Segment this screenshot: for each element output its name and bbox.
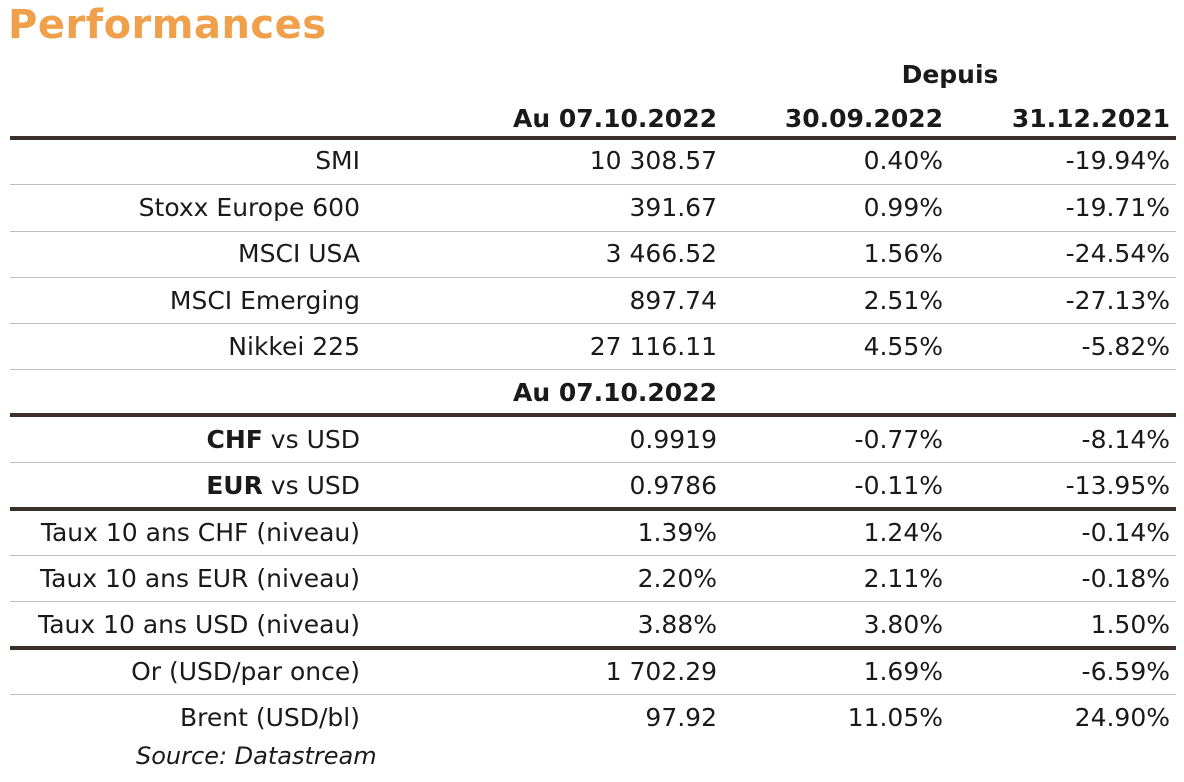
row-value-year: -19.71% [1065, 193, 1170, 222]
row-value-week: 11.05% [847, 703, 943, 732]
row-value-year: -5.82% [1081, 332, 1170, 361]
row-label: CHF vs USD [10, 417, 361, 463]
section-divider [10, 413, 1176, 417]
row-divider [10, 555, 1176, 556]
row-value-year: -27.13% [1065, 286, 1170, 315]
row-value-week: 4.55% [863, 332, 943, 361]
row-value-year: 1.50% [1090, 610, 1170, 639]
row-value-week: 2.11% [863, 564, 943, 593]
row-value-year: 24.90% [1074, 703, 1170, 732]
header-date-year: 31.12.2021 [1011, 104, 1170, 133]
currency-pair-suffix: vs USD [262, 425, 360, 454]
row-value-current: 0.9919 [629, 425, 717, 454]
row-label: Taux 10 ans CHF (niveau) [40, 518, 360, 547]
table-row: Nikkei 225 27 116.11 4.55% -5.82% [10, 324, 1176, 370]
table-row: EUR vs USD 0.9786 -0.11% -13.95% [10, 463, 1176, 509]
row-label: Brent (USD/bl) [179, 703, 360, 732]
table-row: Brent (USD/bl) 97.92 11.05% 24.90% [10, 695, 1176, 741]
row-value-week: -0.77% [854, 425, 943, 454]
row-value-week: 1.24% [863, 518, 943, 547]
row-divider [10, 462, 1176, 463]
table-row: Taux 10 ans USD (niveau) 3.88% 3.80% 1.5… [10, 602, 1176, 648]
row-value-week: 1.69% [863, 657, 943, 686]
row-divider [10, 601, 1176, 602]
row-value-week: 0.40% [863, 146, 943, 175]
row-value-week: 3.80% [863, 610, 943, 639]
column-header-row: Au 07.10.2022 30.09.2022 31.12.2021 [10, 96, 1176, 142]
currency-pair-suffix: vs USD [262, 471, 360, 500]
depuis-header: Depuis [901, 60, 999, 89]
row-value-week: 2.51% [863, 286, 943, 315]
row-value-year: -19.94% [1065, 146, 1170, 175]
row-label: EUR vs USD [10, 463, 360, 509]
row-divider [10, 231, 1176, 232]
row-divider [10, 323, 1176, 324]
row-value-year: -6.59% [1081, 657, 1170, 686]
row-label: MSCI USA [238, 239, 360, 268]
row-divider [10, 277, 1176, 278]
row-value-week: 0.99% [863, 193, 943, 222]
row-value-current: 10 308.57 [589, 146, 717, 175]
row-label: Or (USD/par once) [131, 657, 360, 686]
row-divider [10, 694, 1176, 695]
row-value-current: 1.39% [637, 518, 717, 547]
header-divider [10, 136, 1176, 140]
row-value-year: -0.18% [1081, 564, 1170, 593]
table-row: MSCI USA 3 466.52 1.56% -24.54% [10, 231, 1176, 277]
section-header-row: Au 07.10.2022 [10, 370, 1176, 416]
table-row: CHF vs USD 0.9919 -0.77% -8.14% [10, 417, 1176, 463]
header-date-week: 30.09.2022 [784, 104, 943, 133]
currency-code: EUR [206, 471, 263, 500]
row-value-year: -13.95% [1065, 471, 1170, 500]
row-divider [10, 369, 1176, 370]
row-value-current: 3 466.52 [605, 239, 717, 268]
row-value-current: 2.20% [637, 564, 717, 593]
table-row: Taux 10 ans EUR (niveau) 2.20% 2.11% -0.… [10, 556, 1176, 602]
row-value-current: 97.92 [645, 703, 717, 732]
section-divider [10, 507, 1176, 511]
row-value-year: -0.14% [1081, 518, 1170, 547]
row-value-week: -0.11% [854, 471, 943, 500]
row-label: Stoxx Europe 600 [138, 193, 360, 222]
row-value-current: 27 116.11 [589, 332, 717, 361]
table-row: Stoxx Europe 600 391.67 0.99% -19.71% [10, 185, 1176, 231]
table-row: SMI 10 308.57 0.40% -19.94% [10, 138, 1176, 184]
row-value-year: -24.54% [1065, 239, 1170, 268]
row-divider [10, 184, 1176, 185]
table-row: Taux 10 ans CHF (niveau) 1.39% 1.24% -0.… [10, 510, 1176, 556]
row-value-week: 1.56% [863, 239, 943, 268]
row-value-current: 3.88% [637, 610, 717, 639]
row-label: Taux 10 ans EUR (niveau) [40, 564, 360, 593]
page-title: Performances [8, 2, 327, 48]
header-date-current: Au 07.10.2022 [512, 104, 717, 133]
row-label: Nikkei 225 [228, 332, 360, 361]
table-row: Or (USD/par once) 1 702.29 1.69% -6.59% [10, 649, 1176, 695]
row-value-current: 897.74 [629, 286, 717, 315]
row-label: SMI [315, 146, 360, 175]
row-value-current: 391.67 [629, 193, 717, 222]
section-divider [10, 646, 1176, 650]
row-label: Taux 10 ans USD (niveau) [38, 610, 360, 639]
row-value-current: 1 702.29 [605, 657, 717, 686]
row-value-current: 0.9786 [629, 471, 717, 500]
row-label: MSCI Emerging [169, 286, 360, 315]
section-header-date: Au 07.10.2022 [512, 378, 717, 407]
source-note: Source: Datastream [136, 742, 377, 770]
row-value-year: -8.14% [1081, 425, 1170, 454]
table-row: MSCI Emerging 897.74 2.51% -27.13% [10, 278, 1176, 324]
currency-code: CHF [206, 425, 263, 454]
